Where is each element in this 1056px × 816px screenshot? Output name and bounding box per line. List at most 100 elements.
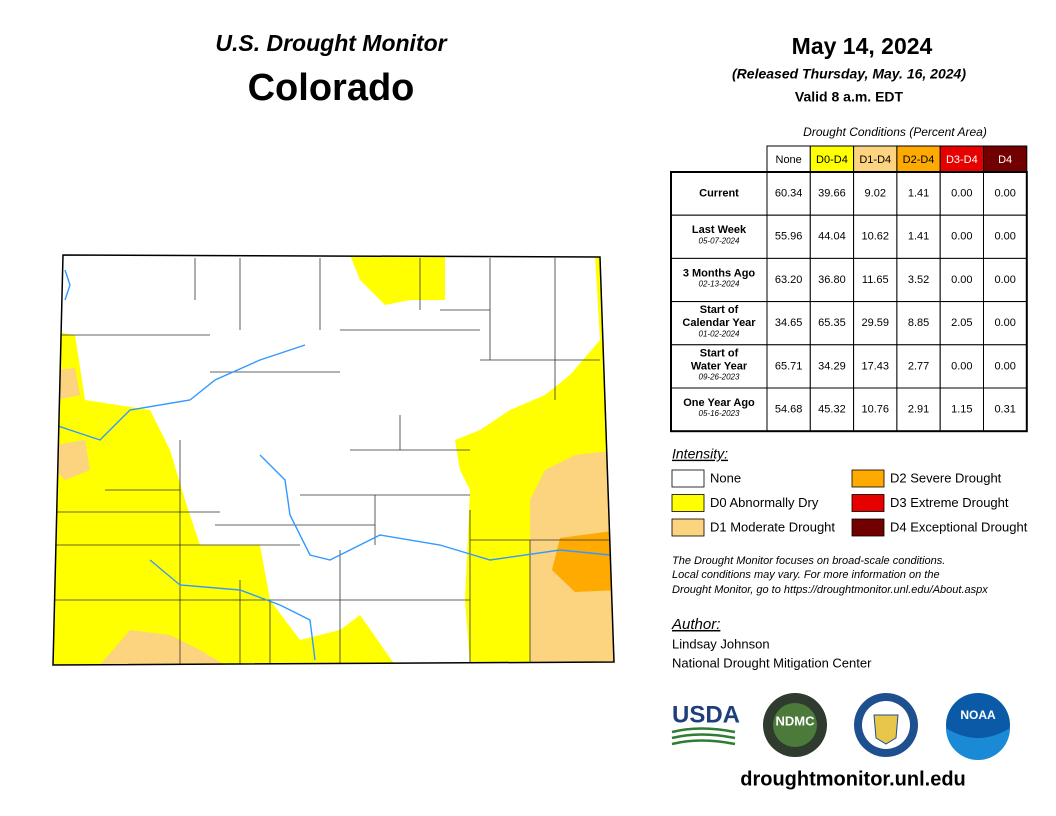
legend-swatch [851, 494, 885, 512]
cell-value: 3.52 [908, 274, 929, 286]
note-line: Local conditions may vary. For more info… [672, 569, 940, 581]
column-header: D1-D4 [859, 154, 891, 166]
column-header-cell [853, 145, 898, 173]
cell-value: 45.32 [818, 404, 846, 416]
cell-value: 10.76 [861, 404, 889, 416]
conditions-table: None D0-D4 D1-D4 D2-D4 D3-D4 D4 Current 60.34 39… [670, 145, 1028, 433]
website-url: droughtmonitor.unl.edu [740, 768, 966, 790]
row-label: Calendar Year [682, 317, 756, 329]
cell-value: 1.41 [908, 231, 929, 243]
cell-value: 54.68 [775, 404, 803, 416]
row-date: 05-07-2024 [699, 236, 740, 245]
cell-value: 0.31 [994, 404, 1015, 416]
value-cell [983, 344, 1028, 389]
value-cell [853, 387, 898, 432]
note-line: Drought Monitor, go to https://droughtmo… [672, 584, 988, 596]
cell-value: 44.04 [818, 231, 846, 243]
row-date: 01-02-2024 [699, 329, 740, 338]
cell-value: 1.41 [908, 188, 929, 200]
released: (Released Thursday, May. 16, 2024) [732, 66, 966, 82]
column-header: D3-D4 [946, 154, 978, 166]
usda-logo: USDA [672, 701, 740, 728]
cell-value: 60.34 [775, 188, 803, 200]
cell-value: 36.80 [818, 274, 846, 286]
row-label: Last Week [692, 224, 747, 236]
row-label-cell [670, 301, 768, 346]
cell-value: 0.00 [994, 360, 1015, 372]
column-header: D0-D4 [816, 154, 848, 166]
author-title: Author: [671, 616, 720, 633]
valid: Valid 8 a.m. EDT [795, 89, 904, 105]
value-cell [983, 214, 1028, 259]
cell-value: 9.02 [865, 188, 886, 200]
cell-value: 0.00 [994, 317, 1015, 329]
cell-value: 0.00 [994, 274, 1015, 286]
value-cell [809, 387, 855, 432]
legend-label: None [710, 470, 741, 485]
column-header: None [776, 154, 802, 166]
row-label: Current [699, 188, 739, 200]
legend: None D0 Abnormally Dry D1 Moderate Drought… [671, 469, 1028, 537]
value-cell [896, 257, 941, 303]
row-date: 09-26-2023 [699, 373, 740, 382]
row-label: One Year Ago [683, 397, 755, 409]
value-cell [853, 301, 898, 346]
legend-title: Intensity: [672, 446, 728, 462]
value-cell [939, 257, 985, 303]
cell-value: 65.71 [775, 360, 803, 372]
legend-swatch [671, 494, 705, 512]
cell-value: 0.00 [994, 231, 1015, 243]
legend-label: D1 Moderate Drought [710, 519, 835, 534]
value-cell [939, 344, 985, 389]
note-line: The Drought Monitor focuses on broad-sca… [672, 555, 945, 567]
row-date: 05-16-2023 [699, 409, 740, 418]
row-label-cell [670, 214, 768, 259]
cell-value: 34.29 [818, 360, 846, 372]
cell-value: 2.91 [908, 404, 929, 416]
value-cell [983, 301, 1028, 346]
row-label: 3 Months Ago [683, 267, 756, 279]
cell-value: 8.85 [908, 317, 929, 329]
value-cell [939, 214, 985, 259]
value-cell [809, 344, 855, 389]
legend-label: D4 Exceptional Drought [890, 519, 1028, 534]
cell-value: 65.35 [818, 317, 846, 329]
value-cell [766, 257, 811, 303]
cell-value: 0.00 [951, 360, 972, 372]
value-cell [766, 301, 811, 346]
legend-label: D0 Abnormally Dry [710, 495, 819, 510]
legend-swatch [851, 469, 885, 488]
map [52, 254, 615, 666]
cell-value: 34.65 [775, 317, 803, 329]
column-header-cell [983, 145, 1028, 173]
row-label: Start of [700, 304, 739, 316]
ndmc-logo: NDMC [776, 713, 816, 728]
map-date: May 14, 2024 [792, 33, 933, 59]
legend-swatch [851, 518, 885, 537]
column-header: D4 [998, 154, 1012, 166]
cell-value: 29.59 [861, 317, 889, 329]
value-cell [983, 387, 1028, 432]
value-cell [853, 257, 898, 303]
legend-swatch [671, 518, 705, 537]
value-cell [809, 171, 855, 216]
row-label-cell [670, 344, 768, 389]
value-cell [896, 171, 941, 216]
cell-value: 10.62 [861, 231, 889, 243]
cell-value: 1.15 [951, 404, 972, 416]
state-title: Colorado [248, 67, 415, 109]
author-org: National Drought Mitigation Center [672, 655, 872, 670]
logos: USDA NDMC NOAA [671, 693, 1010, 760]
cell-value: 0.00 [994, 188, 1015, 200]
row-label: Start of [700, 347, 739, 359]
subtitle: U.S. Drought Monitor [215, 30, 447, 56]
cell-value: 11.65 [862, 274, 889, 286]
cell-value: 2.05 [951, 317, 972, 329]
cell-value: 17.43 [861, 360, 889, 372]
author-name: Lindsay Johnson [672, 636, 770, 651]
value-cell [939, 171, 985, 216]
noaa-logo: NOAA [960, 708, 996, 722]
legend-label: D2 Severe Drought [890, 470, 1002, 485]
cell-value: 55.96 [775, 231, 803, 243]
